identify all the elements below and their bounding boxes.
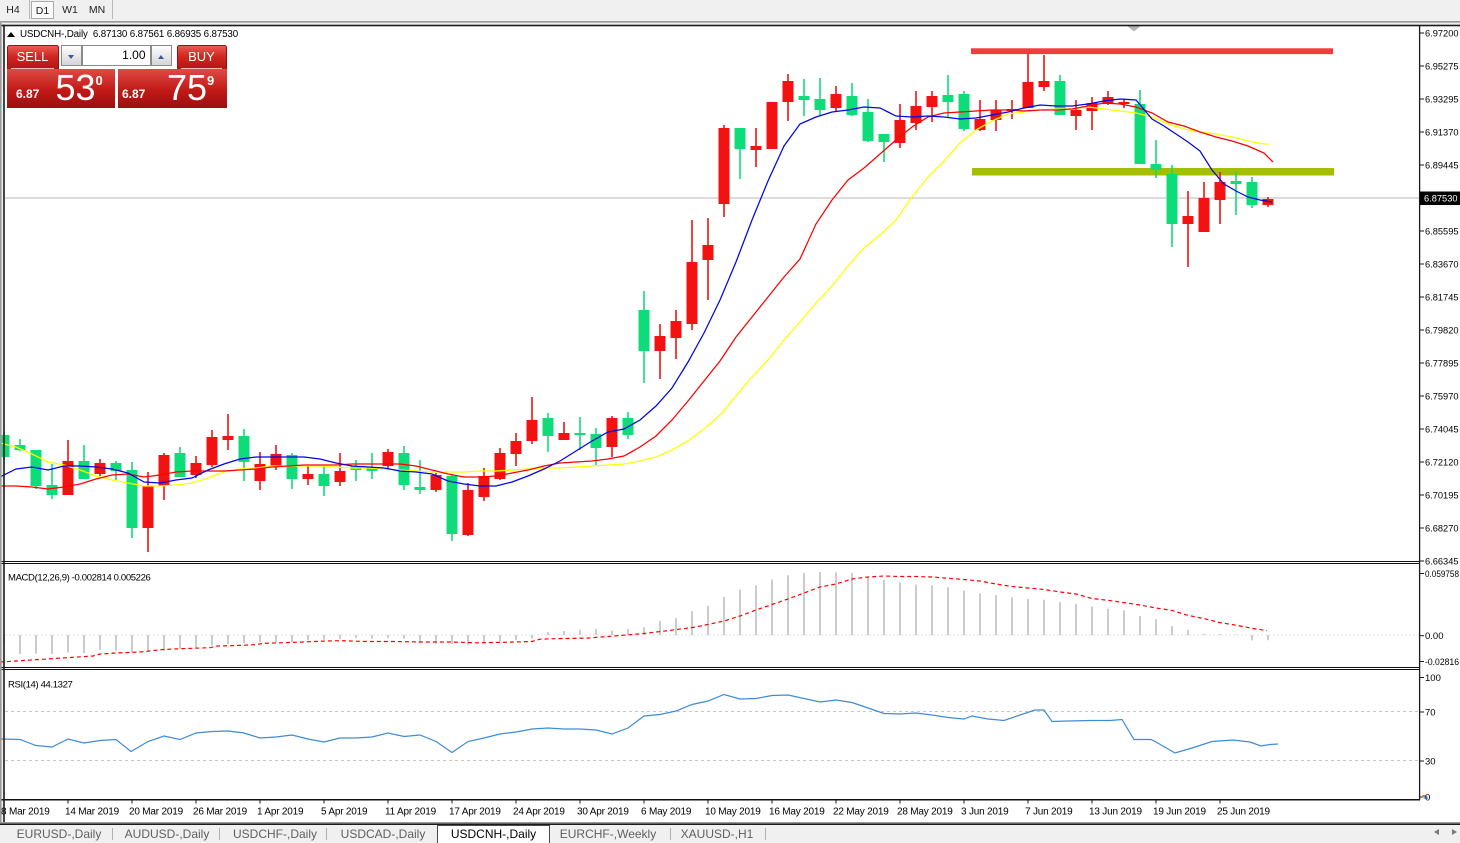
svg-text:17 Apr 2019: 17 Apr 2019	[449, 807, 501, 818]
svg-text:0.059758: 0.059758	[1425, 569, 1459, 580]
svg-text:RSI(14) 44.1327: RSI(14) 44.1327	[8, 680, 73, 691]
svg-text:6.89445: 6.89445	[1425, 161, 1459, 172]
svg-text:13 Jun 2019: 13 Jun 2019	[1089, 807, 1142, 818]
svg-text:6.72120: 6.72120	[1425, 458, 1459, 469]
svg-text:100: 100	[1425, 673, 1441, 684]
svg-text:6.68270: 6.68270	[1425, 524, 1459, 535]
svg-text:6.83670: 6.83670	[1425, 260, 1459, 271]
svg-text:7 Jun 2019: 7 Jun 2019	[1025, 807, 1073, 818]
svg-text:6.93295: 6.93295	[1425, 95, 1459, 106]
svg-text:28 May 2019: 28 May 2019	[897, 807, 953, 818]
svg-text:70: 70	[1425, 708, 1436, 719]
svg-text:22 May 2019: 22 May 2019	[833, 807, 889, 818]
svg-text:6.81745: 6.81745	[1425, 293, 1459, 304]
svg-text:25 Jun 2019: 25 Jun 2019	[1217, 807, 1270, 818]
svg-text:6.85595: 6.85595	[1425, 227, 1459, 238]
svg-text:1 Apr 2019: 1 Apr 2019	[257, 807, 304, 818]
svg-text:MACD(12,26,9) -0.002814 0.0052: MACD(12,26,9) -0.002814 0.005226	[8, 573, 151, 584]
svg-text:6.95275: 6.95275	[1425, 62, 1459, 73]
svg-text:14 Mar 2019: 14 Mar 2019	[65, 807, 120, 818]
svg-text:8 Mar 2019: 8 Mar 2019	[1, 807, 50, 818]
svg-text:0.00: 0.00	[1425, 631, 1444, 642]
svg-text:26 Mar 2019: 26 Mar 2019	[193, 807, 248, 818]
svg-text:24 Apr 2019: 24 Apr 2019	[513, 807, 565, 818]
svg-text:19 Jun 2019: 19 Jun 2019	[1153, 807, 1206, 818]
svg-text:6.87530: 6.87530	[1424, 194, 1458, 205]
svg-text:5 Apr 2019: 5 Apr 2019	[321, 807, 368, 818]
svg-text:6 May 2019: 6 May 2019	[641, 807, 692, 818]
svg-text:30 Apr 2019: 30 Apr 2019	[577, 807, 629, 818]
svg-text:10 May 2019: 10 May 2019	[705, 807, 761, 818]
svg-text:6.75970: 6.75970	[1425, 392, 1459, 403]
svg-text:6.66345: 6.66345	[1425, 557, 1459, 568]
svg-text:6.91370: 6.91370	[1425, 128, 1459, 139]
svg-text:6.74045: 6.74045	[1425, 425, 1459, 436]
svg-text:-0.02816: -0.02816	[1425, 657, 1459, 668]
svg-text:16 May 2019: 16 May 2019	[769, 807, 825, 818]
svg-text:6.97200: 6.97200	[1425, 29, 1459, 40]
svg-text:6.77895: 6.77895	[1425, 359, 1459, 370]
svg-text:20 Mar 2019: 20 Mar 2019	[129, 807, 184, 818]
svg-text:30: 30	[1425, 757, 1436, 768]
svg-text:6.79820: 6.79820	[1425, 326, 1459, 337]
svg-text:0: 0	[1425, 793, 1430, 804]
svg-text:6.70195: 6.70195	[1425, 491, 1459, 502]
svg-text:3 Jun 2019: 3 Jun 2019	[961, 807, 1009, 818]
svg-text:11 Apr 2019: 11 Apr 2019	[385, 807, 437, 818]
